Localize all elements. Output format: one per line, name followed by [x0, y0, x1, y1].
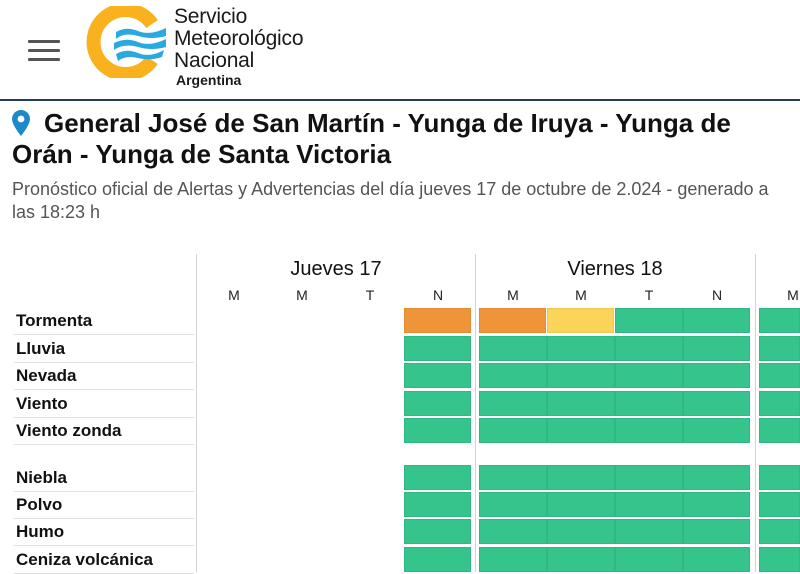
alert-cell-green[interactable] [759, 363, 800, 388]
alert-cell-green[interactable] [479, 547, 547, 572]
alert-cell-green[interactable] [683, 465, 750, 490]
brand-country: Argentina [176, 72, 242, 88]
row-label: Viento [16, 394, 68, 413]
brand-line-2: Meteorológico [174, 27, 304, 50]
row-label: Niebla [16, 468, 68, 487]
forecast-subtitle: Pronóstico oficial de Alertas y Adverten… [12, 179, 769, 222]
alert-cell-orange[interactable] [479, 308, 546, 333]
alert-cell-yellow[interactable] [547, 308, 614, 333]
alert-cell-green[interactable] [479, 336, 547, 361]
alert-cell-green[interactable] [404, 363, 471, 388]
period-header: N [432, 287, 444, 303]
alert-cell-green[interactable] [683, 336, 750, 361]
alert-cell-green[interactable] [479, 465, 547, 490]
row-divider [14, 491, 194, 492]
period-header: N [711, 287, 723, 303]
alert-cell-green[interactable] [615, 547, 683, 572]
alert-cell-green[interactable] [615, 492, 683, 517]
alert-cell-green[interactable] [615, 308, 683, 333]
brand-line-3: Nacional [174, 49, 255, 72]
row-divider [14, 545, 194, 546]
smn-logo-icon[interactable] [86, 6, 168, 78]
alert-cell-green[interactable] [479, 363, 547, 388]
alert-cell-green[interactable] [479, 391, 547, 416]
period-header: M [787, 287, 799, 303]
day-separator [196, 254, 197, 572]
row-label: Viento zonda [16, 421, 122, 440]
period-header: T [365, 287, 375, 303]
alert-cell-green[interactable] [683, 519, 750, 544]
alert-cell-green[interactable] [615, 465, 683, 490]
alert-cell-green[interactable] [759, 547, 800, 572]
row-divider [14, 362, 194, 363]
alert-cell-green[interactable] [683, 391, 750, 416]
alert-cell-green[interactable] [683, 547, 750, 572]
location-pin-icon [12, 110, 30, 136]
page-title: General José de San Martín - Yunga de Ir… [12, 108, 731, 169]
row-label: Ceniza volcánica [16, 550, 154, 569]
alert-cell-green[interactable] [404, 336, 471, 361]
alert-cell-green[interactable] [404, 519, 471, 544]
alert-cell-green[interactable] [404, 418, 471, 443]
row-divider [14, 334, 194, 335]
brand-name[interactable]: Servicio Meteorológico Nacional Argentin… [174, 5, 304, 89]
alert-cell-green[interactable] [404, 391, 471, 416]
alert-cell-green[interactable] [547, 547, 615, 572]
row-label: Lluvia [16, 339, 66, 358]
hamburger-menu-icon[interactable] [28, 40, 60, 64]
day-label: Viernes 18 [567, 258, 663, 280]
alert-cell-orange[interactable] [404, 308, 471, 333]
alert-cell-green[interactable] [759, 519, 800, 544]
row-divider [14, 417, 194, 418]
alert-cell-green[interactable] [615, 391, 683, 416]
alert-cell-green[interactable] [547, 336, 615, 361]
alert-cell-green[interactable] [547, 363, 615, 388]
alert-cell-green[interactable] [615, 363, 683, 388]
row-divider [14, 518, 194, 519]
alert-cell-green[interactable] [547, 391, 615, 416]
alert-cell-green[interactable] [683, 363, 750, 388]
alert-cell-green[interactable] [683, 308, 750, 333]
header-divider [0, 99, 800, 101]
alert-cell-green[interactable] [759, 336, 800, 361]
brand-line-1: Servicio [174, 5, 248, 28]
alert-cell-green[interactable] [404, 465, 471, 490]
row-divider [14, 389, 194, 390]
row-label: Tormenta [16, 311, 93, 330]
alert-cell-green[interactable] [615, 418, 683, 443]
alert-cell-green[interactable] [547, 492, 615, 517]
alert-cell-green[interactable] [683, 492, 750, 517]
day-label: Jueves 17 [290, 258, 382, 280]
alert-cell-green[interactable] [547, 519, 615, 544]
alert-cell-green[interactable] [479, 492, 547, 517]
period-header: M [507, 287, 519, 303]
title-block: General José de San Martín - Yunga de Ir… [12, 108, 782, 170]
alert-cell-green[interactable] [759, 492, 800, 517]
alert-cell-green[interactable] [759, 308, 800, 333]
alert-cell-green[interactable] [547, 418, 615, 443]
alert-cell-green[interactable] [615, 519, 683, 544]
alert-cell-green[interactable] [547, 465, 615, 490]
period-header: M [228, 287, 240, 303]
alert-cell-green[interactable] [404, 547, 471, 572]
alert-cell-green[interactable] [759, 391, 800, 416]
site-header: Servicio Meteorológico Nacional Argentin… [0, 0, 800, 100]
alert-cell-green[interactable] [759, 418, 800, 443]
day-separator [475, 254, 476, 572]
alert-cell-green[interactable] [759, 465, 800, 490]
row-label: Nevada [16, 366, 77, 385]
alert-cell-green[interactable] [479, 418, 547, 443]
row-label: Polvo [16, 495, 63, 514]
period-header: M [296, 287, 308, 303]
alert-cell-green[interactable] [479, 519, 547, 544]
row-label: Humo [16, 522, 65, 541]
period-header: T [644, 287, 654, 303]
alert-cell-green[interactable] [615, 336, 683, 361]
day-separator [755, 254, 756, 572]
row-divider [14, 444, 194, 445]
period-header: M [575, 287, 587, 303]
alert-cell-green[interactable] [404, 492, 471, 517]
alert-cell-green[interactable] [683, 418, 750, 443]
